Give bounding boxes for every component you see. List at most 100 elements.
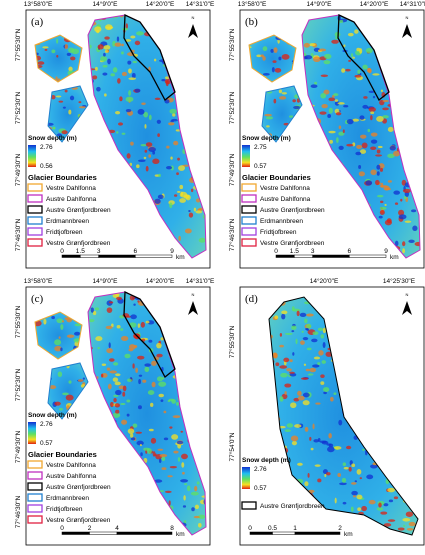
snow-patch: [180, 430, 184, 433]
snow-patch: [108, 342, 111, 349]
snow-patch: [341, 68, 346, 73]
boundary-swatch: [241, 216, 257, 225]
snow-patch: [291, 440, 297, 446]
snow-patch: [343, 44, 346, 48]
snow-patch: [304, 318, 308, 324]
snow-patch: [103, 45, 111, 50]
glacier-boundary: [268, 296, 419, 536]
snow-patch: [172, 415, 181, 419]
boundary-name: Austre Dahlfonna: [46, 196, 97, 203]
snow-patch: [164, 490, 172, 494]
snow-patch: [60, 324, 64, 330]
snow-patch: [279, 332, 283, 337]
snow-patch: [92, 75, 98, 80]
snow-patch: [278, 56, 282, 61]
snow-patch: [137, 323, 141, 328]
snow-patch: [393, 190, 401, 195]
snow-patch: [283, 357, 290, 363]
snow-patch: [156, 119, 161, 124]
snow-patch: [345, 445, 352, 450]
snow-patch: [56, 38, 59, 44]
snow-patch: [139, 443, 142, 447]
legend-title: Snow depth (m): [242, 135, 291, 142]
snow-patch: [166, 145, 170, 149]
snow-patch: [106, 348, 113, 354]
snow-patch: [321, 360, 326, 364]
snow-patch: [343, 466, 349, 470]
snow-patch: [130, 141, 134, 146]
snow-patch: [380, 182, 384, 188]
snow-patch: [320, 334, 325, 339]
snow-patch: [323, 391, 327, 395]
snow-patch: [292, 352, 295, 356]
snow-patch: [380, 89, 384, 93]
latitude-label: 77°49'30"N: [228, 153, 236, 186]
snow-patch: [304, 55, 313, 60]
legend-min: 0.57: [254, 485, 267, 492]
snow-patch: [341, 477, 347, 483]
snow-patch: [372, 95, 376, 99]
snow-patch: [342, 501, 347, 505]
snow-patch: [306, 323, 312, 329]
snow-patch: [102, 64, 108, 68]
snow-patch: [104, 49, 109, 53]
snow-patch: [177, 457, 181, 462]
snow-patch: [342, 462, 347, 467]
snow-patch: [278, 89, 283, 94]
snow-patch: [317, 437, 321, 442]
snow-patch: [51, 49, 56, 54]
snow-patch: [158, 381, 167, 387]
snow-patch: [249, 46, 252, 49]
snow-patch: [54, 339, 62, 346]
snow-patch: [379, 206, 387, 210]
snow-patch: [319, 440, 327, 444]
snow-patch: [365, 180, 373, 186]
boundary-swatch: [27, 482, 43, 491]
snow-patch: [161, 78, 166, 82]
snow-patch: [94, 26, 102, 33]
snow-patch: [78, 106, 86, 109]
snow-patch: [118, 122, 124, 126]
boundary-name: Erdmannbreen: [260, 218, 303, 225]
latitude-label: 77°46'30"N: [228, 218, 236, 251]
snow-patch: [68, 47, 75, 53]
longitude-label: 14°25'30"E: [383, 277, 416, 285]
snow-patch: [279, 344, 284, 348]
snow-patch: [136, 31, 144, 36]
color-ramp: [28, 422, 36, 444]
snow-patch: [120, 328, 124, 331]
glacier-boundary: [34, 311, 83, 360]
snow-patch: [136, 164, 140, 169]
snow-patch: [312, 423, 315, 430]
snow-patch: [110, 401, 114, 408]
snow-patch: [113, 398, 117, 403]
snow-patch: [328, 97, 336, 102]
snow-patch: [358, 171, 365, 177]
snow-patch: [116, 36, 120, 42]
snow-patch: [122, 385, 127, 392]
north-label: N: [192, 292, 195, 297]
snow-patch: [302, 392, 310, 398]
snow-patch: [387, 126, 394, 132]
color-ramp: [28, 145, 36, 167]
snow-patch: [366, 474, 374, 480]
snow-patch: [310, 447, 314, 451]
snow-patch: [148, 114, 152, 121]
boundary-swatch: [241, 205, 257, 214]
longitude-label: 14°31'0"E: [186, 0, 215, 8]
snow-patch: [163, 437, 169, 441]
snow-patch: [402, 241, 406, 247]
longitude-label: 13°58'0"E: [238, 0, 267, 8]
north-arrow: [188, 24, 198, 38]
snow-patch: [184, 228, 192, 234]
snow-patch: [382, 115, 389, 119]
snow-patch: [148, 428, 154, 432]
snow-patch: [74, 323, 81, 327]
snow-patch: [357, 69, 361, 75]
snow-patch: [281, 313, 286, 320]
snow-patch: [120, 335, 129, 341]
snow-patch: [158, 458, 162, 464]
legend-min: 0.57: [254, 163, 267, 170]
snow-patch: [114, 42, 122, 47]
